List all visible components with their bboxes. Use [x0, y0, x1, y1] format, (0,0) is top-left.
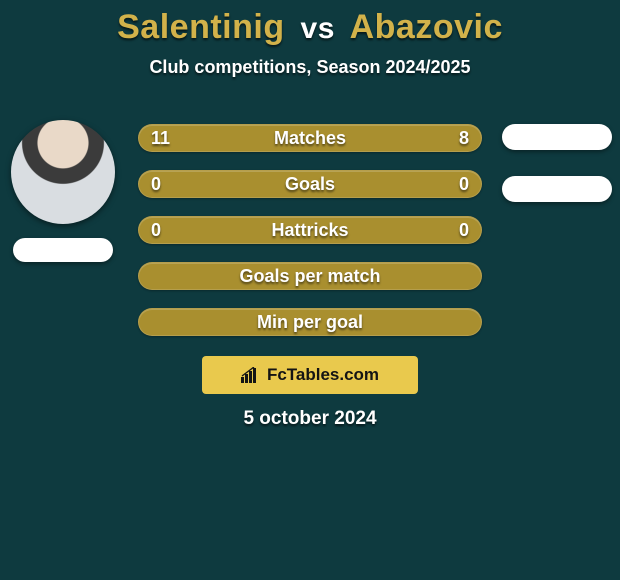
player2-club-logo-2	[502, 176, 612, 202]
stat-right-value	[457, 309, 481, 335]
stat-label: Matches	[274, 128, 346, 149]
stat-label: Goals per match	[239, 266, 380, 287]
stat-right-value: 8	[447, 125, 481, 151]
stat-right-value: 0	[447, 171, 481, 197]
stat-left-value	[139, 309, 163, 335]
player1-name: Salentinig	[117, 8, 284, 46]
stat-bar-goals-per-match: Goals per match	[138, 262, 482, 290]
player1-avatar	[11, 120, 115, 224]
player2-column	[502, 120, 612, 262]
stat-label: Hattricks	[271, 220, 348, 241]
bar-chart-icon	[241, 367, 261, 383]
date-label: 5 october 2024	[0, 408, 620, 430]
stat-right-value	[457, 263, 481, 289]
player2-name: Abazovic	[350, 8, 503, 46]
brand-text: FcTables.com	[267, 365, 379, 385]
stat-left-value: 11	[139, 125, 182, 151]
stat-bar-hattricks: 0 Hattricks 0	[138, 216, 482, 244]
subtitle: Club competitions, Season 2024/2025	[0, 57, 620, 78]
stat-right-value: 0	[447, 217, 481, 243]
stat-bars: 11 Matches 8 0 Goals 0 0 Hattricks 0 Goa…	[138, 124, 482, 336]
stat-left-value: 0	[139, 217, 173, 243]
stat-left-value: 0	[139, 171, 173, 197]
vs-label: vs	[295, 12, 341, 45]
stat-left-value	[139, 263, 163, 289]
stat-label: Min per goal	[257, 312, 363, 333]
player1-column	[8, 120, 118, 262]
page-title: Salentinig vs Abazovic	[0, 0, 620, 47]
stat-bar-matches: 11 Matches 8	[138, 124, 482, 152]
stat-label: Goals	[285, 174, 335, 195]
stat-bar-goals: 0 Goals 0	[138, 170, 482, 198]
player1-club-logo	[13, 238, 113, 262]
player2-club-logo-1	[502, 124, 612, 150]
comparison-card: Salentinig vs Abazovic Club competitions…	[0, 0, 620, 580]
brand-badge: FcTables.com	[202, 356, 418, 394]
stat-bar-min-per-goal: Min per goal	[138, 308, 482, 336]
